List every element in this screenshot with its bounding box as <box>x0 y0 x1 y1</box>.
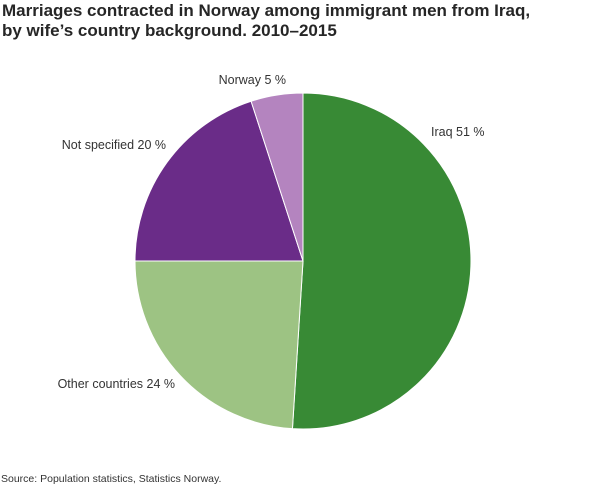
source-note: Source: Population statistics, Statistic… <box>1 473 222 485</box>
slice-label-1: Iraq 51 % <box>431 125 485 139</box>
chart-title-line-1: Marriages contracted in Norway among imm… <box>2 1 531 20</box>
slice-label-2: Other countries 24 % <box>58 377 175 391</box>
slice-label-3: Not specified 20 % <box>62 138 166 152</box>
chart-title: Marriages contracted in Norway among imm… <box>2 1 602 41</box>
chart-title-line-2: by wife’s country background. 2010–2015 <box>2 21 337 40</box>
pie-labels: Iraq 51 % Other countries 24 % Not specifi… <box>58 73 485 391</box>
pie-slice-2 <box>134 260 304 430</box>
pie-slice-4 <box>250 92 304 262</box>
slice-label-4: Norway 5 % <box>219 73 286 87</box>
pie-slice-1 <box>291 92 472 430</box>
pie-slices <box>134 92 472 430</box>
pie-slice-3 <box>134 100 304 262</box>
